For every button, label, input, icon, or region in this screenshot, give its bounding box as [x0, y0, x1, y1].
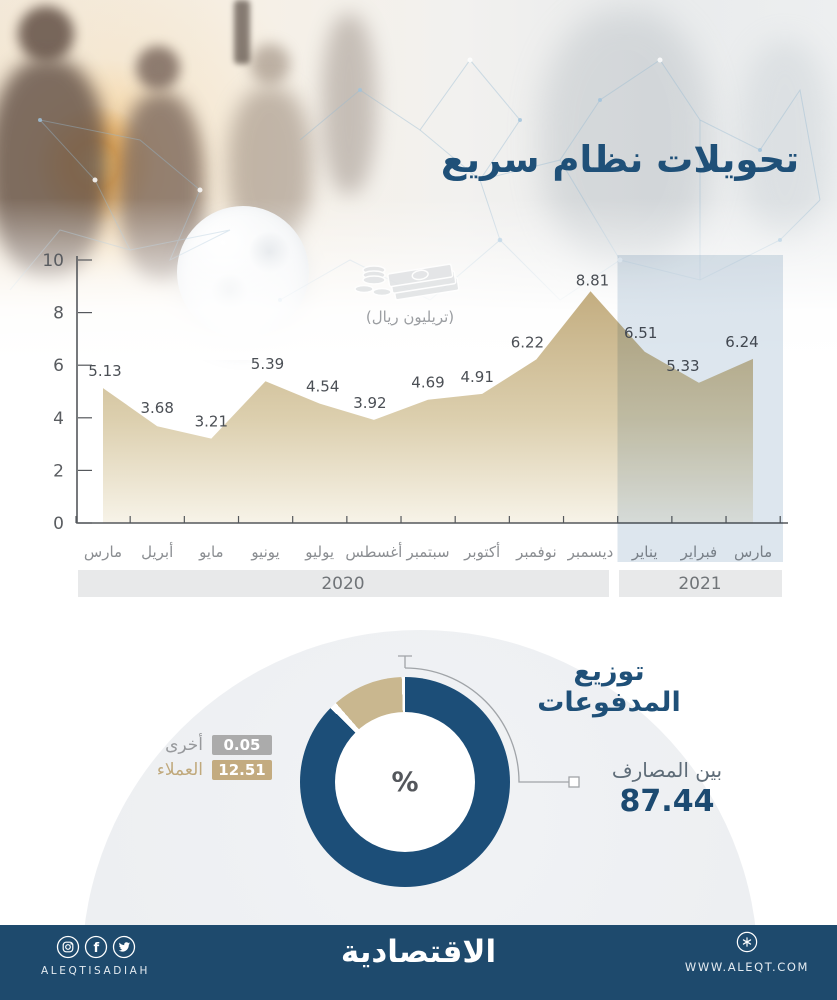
value-label: 3.68	[140, 399, 173, 417]
svg-text:f: f	[93, 941, 99, 956]
month-label: مارس	[84, 543, 122, 561]
month-label: ديسمبر	[567, 543, 614, 561]
page-title: تحويلات نظام سريع	[440, 138, 800, 181]
twitter-icon[interactable]	[112, 935, 136, 959]
background-photo	[0, 0, 837, 360]
area-fill	[103, 291, 753, 523]
value-label: 4.91	[460, 368, 493, 386]
value-label: 4.54	[306, 378, 339, 396]
month-label: أبريل	[141, 542, 173, 561]
y-tick-label: 2	[53, 461, 64, 481]
footer-handle: ALEQTISADIAH	[41, 965, 150, 977]
interbank-value: 87.44	[619, 784, 715, 819]
footer-bar: f ALEQTISADIAH الاقتصادية WWW.ALEQT.COM	[0, 925, 837, 1000]
value-label: 3.92	[353, 394, 386, 412]
value-label: 5.13	[88, 362, 121, 380]
value-label: 8.81	[576, 271, 609, 289]
donut-title: توزيع المدفوعات	[537, 656, 681, 718]
social-icons: f	[56, 935, 136, 959]
facebook-icon[interactable]: f	[84, 935, 108, 959]
legend-row-customers: العملاء 12.51	[157, 760, 272, 780]
month-label: يوليو	[304, 543, 334, 561]
year-bar-2020	[78, 570, 609, 597]
chart-unit-label: (تريليون ريال)	[365, 308, 455, 326]
site-block: WWW.ALEQT.COM	[666, 931, 828, 974]
legend-value-other: 0.05	[212, 735, 272, 755]
y-axis-labels: 0 2 4 6 8 10	[42, 251, 64, 534]
month-label: يونيو	[250, 543, 279, 561]
y-tick-label: 4	[53, 409, 64, 429]
value-label: 4.69	[411, 374, 444, 392]
month-label: سبتمبر	[405, 543, 449, 561]
month-label: نوفمبر	[515, 543, 557, 561]
year-bar-2021	[619, 570, 782, 597]
interbank-callout: بين المصارف 87.44	[592, 758, 742, 819]
month-label: مايو	[198, 543, 224, 561]
aleqt-logo-icon	[736, 931, 758, 953]
legend-row-other: أخرى 0.05	[165, 735, 272, 755]
legend-label-customers: العملاء	[156, 760, 203, 780]
chart-axes	[75, 256, 788, 524]
value-label: 6.22	[511, 333, 544, 351]
month-labels: مارس أبريل مايو يونيو يوليو أغسطس سبتمبر أكتوبر…	[84, 542, 772, 561]
value-label: 5.39	[251, 355, 284, 373]
month-label: أغسطس	[345, 542, 402, 561]
year-label-2021: 2021	[678, 574, 721, 594]
year-bars: 2020 2021	[78, 570, 782, 597]
site-url: WWW.ALEQT.COM	[684, 960, 810, 974]
y-tick-label: 0	[53, 514, 64, 534]
y-tick-label: 10	[42, 251, 64, 271]
month-label: أكتوبر	[463, 542, 500, 561]
brand-logo: الاقتصادية	[340, 934, 497, 970]
y-tick-label: 6	[53, 356, 64, 376]
axis-lines	[76, 256, 788, 524]
instagram-icon[interactable]	[56, 935, 80, 959]
area-chart: 5.13 3.68 3.21 5.39 4.54 3.92 4.69 4.91 6.22 8.81…	[42, 251, 788, 597]
area-series	[103, 291, 753, 523]
value-label: 3.21	[195, 413, 228, 431]
money-banknotes-icon	[354, 263, 460, 301]
highlight-2021-region	[617, 255, 783, 562]
donut-center: %	[335, 712, 475, 852]
legend-value-customers: 12.51	[212, 760, 272, 780]
y-tick-label: 8	[53, 304, 64, 324]
interbank-label: بين المصارف	[611, 758, 723, 782]
year-label-2020: 2020	[321, 574, 364, 594]
legend-label-other: أخرى	[165, 735, 203, 755]
